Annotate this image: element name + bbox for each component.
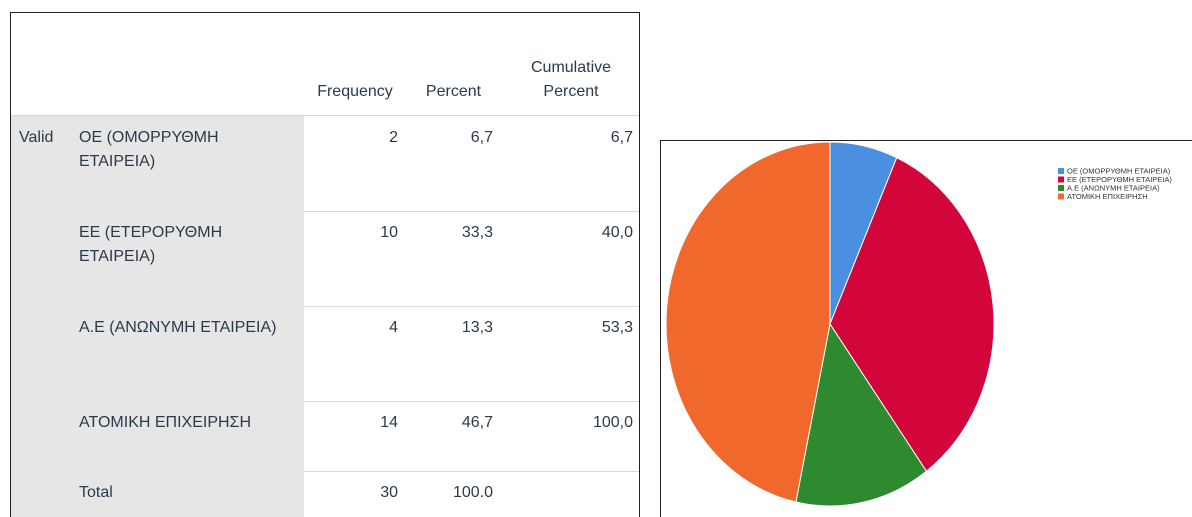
column-header: Percent [425, 83, 482, 100]
header-blank [11, 13, 304, 116]
cell-value: 10 [380, 224, 398, 241]
cell-value: 40,0 [601, 224, 633, 241]
cell-value: 33,3 [461, 224, 493, 241]
cell-value: 13,3 [461, 319, 493, 336]
cell-value: 4 [389, 319, 398, 336]
total-value: 30 [380, 484, 398, 501]
cell-value: 46,7 [461, 414, 493, 431]
cell-value: 6,7 [470, 129, 493, 146]
cell-value: 53,3 [601, 319, 633, 336]
legend-label: ΟΕ (ΟΜΟΡΡΥΘΜΗ ΕΤΑΙΡΕΙΑ) [1067, 166, 1171, 175]
legend-swatch [1058, 176, 1064, 183]
group-label: Valid [11, 116, 71, 517]
legend-swatch [1058, 168, 1064, 174]
row-divider [71, 401, 639, 402]
legend-label: Α.Ε (ΑΝΩΝΥΜΗ ΕΤΑΙΡΕΙΑ) [1067, 183, 1160, 192]
legend-swatch [1058, 193, 1064, 200]
row-divider [71, 471, 639, 472]
pie-slice [829, 157, 995, 472]
row-divider [71, 306, 639, 307]
cell-value: 6,7 [610, 129, 633, 146]
legend-label: ΑΤΟΜΙΚΗ ΕΠΙΧΕΙΡΗΣΗ [1067, 192, 1148, 201]
row-divider [71, 211, 639, 212]
cell-value: 100,0 [592, 414, 633, 431]
cell-value: 14 [380, 414, 398, 431]
pie-slice [665, 141, 831, 503]
column-header: Frequency [317, 83, 393, 100]
row-label: ΕΕ (ΕΤΕΡΟΡΥΘΜΗ ΕΤΑΙΡΕΙΑ) [71, 211, 304, 306]
pie-slice [795, 322, 928, 507]
row-label: ΑΤΟΜΙΚΗ ΕΠΙΧΕΙΡΗΣΗ [71, 401, 304, 471]
total-label: Total [71, 471, 304, 517]
cell-value: 2 [389, 129, 398, 146]
row-divider [11, 115, 639, 116]
frequency-table: Frequency Percent Cumulative Percent Valid Ο… [10, 12, 640, 517]
legend-swatch [1058, 185, 1064, 191]
column-header: Cumulative Percent [530, 59, 612, 100]
pie-chart: ΟΕ (ΟΜΟΡΡΥΘΜΗ ΕΤΑΙΡΕΙΑ)ΕΕ (ΕΤΕΡΟΡΥΘΜΗ ΕΤ… [660, 140, 1192, 517]
legend-label: ΕΕ (ΕΤΕΡΟΡΥΘΜΗ ΕΤΑΙΡΕΙΑ) [1067, 175, 1172, 184]
row-label: Α.Ε (ΑΝΩΝΥΜΗ ΕΤΑΙΡΕΙΑ) [71, 306, 304, 401]
total-value: 100.0 [452, 484, 493, 501]
row-label: ΟΕ (ΟΜΟΡΡΥΘΜΗ ΕΤΑΙΡΕΙΑ) [71, 116, 304, 211]
